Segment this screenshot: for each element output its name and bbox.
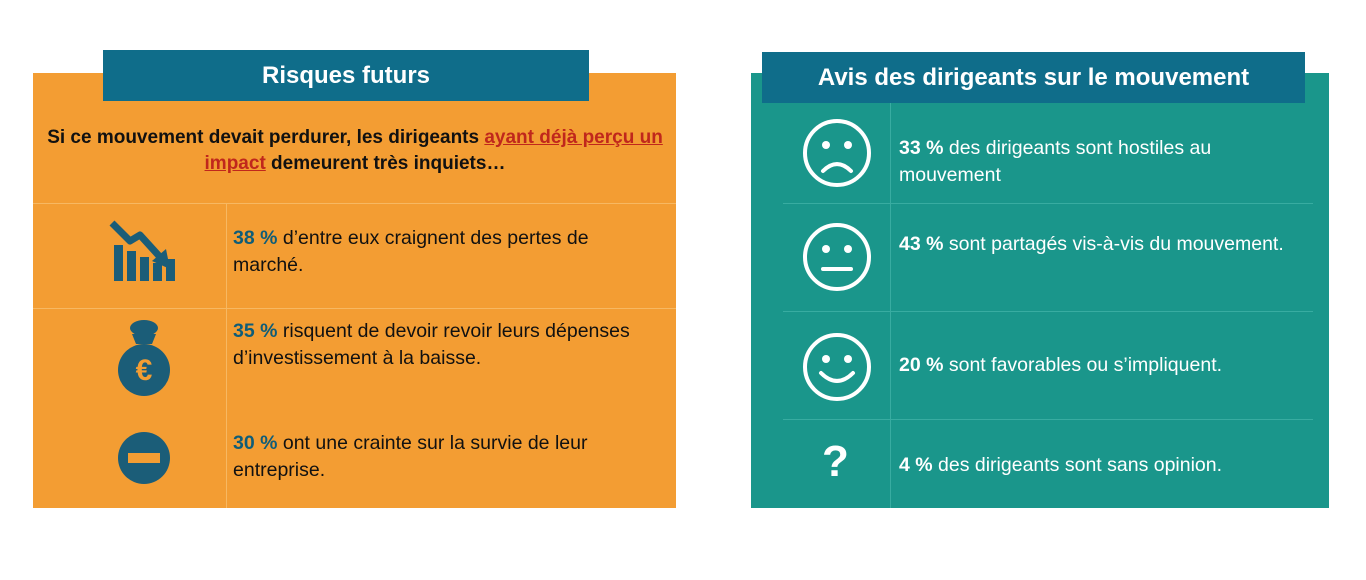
risk-text: 35 % risquent de devoir revoir leurs dép… [233, 320, 630, 369]
declining-chart-icon [108, 213, 178, 283]
risk-row: 38 % d’entre eux craignent des pertes de… [33, 203, 676, 308]
risk-text: 38 % d’entre eux craignent des pertes de… [233, 227, 589, 276]
opinion-row: 33 % des dirigeants sont hostiles au mou… [783, 103, 1313, 203]
opinion-row: ? 4 % des dirigeants sont sans opinion. [783, 419, 1313, 508]
opinion-title: Avis des dirigeants sur le mouvement [762, 52, 1305, 103]
opinion-row: 43 % sont partagés vis-à-vis du mouvemen… [783, 203, 1313, 311]
neutral-face-icon [801, 221, 873, 293]
opinion-text: 43 % sont partagés vis-à-vis du mouvemen… [899, 233, 1284, 255]
opinion-text: 33 % des dirigeants sont hostiles au mou… [899, 137, 1212, 186]
opinion-text: 20 % sont favorables ou s’impliquent. [899, 354, 1223, 376]
happy-face-icon [801, 331, 873, 403]
minus-circle-icon [108, 428, 178, 498]
intro-text-start: Si ce mouvement devait perdurer, les dir… [47, 127, 485, 148]
opinion-row: 20 % sont favorables ou s’impliquent. [783, 311, 1313, 419]
risk-row: € 35 % risquent de devoir revoir leurs d… [33, 308, 676, 416]
sad-face-icon [801, 117, 873, 189]
risks-title: Risques futurs [103, 50, 589, 101]
risk-text: 30 % ont une crainte sur la survie de le… [233, 432, 588, 481]
opinion-text: 4 % des dirigeants sont sans opinion. [899, 454, 1223, 476]
intro-text-end: demeurent très inquiets… [265, 153, 506, 174]
risk-row: 30 % ont une crainte sur la survie de le… [33, 416, 676, 508]
intro-highlight: ayant déjà perçu un impact [204, 127, 663, 174]
risks-intro: Si ce mouvement devait perdurer, les dir… [40, 125, 670, 177]
question-mark-icon: ? [822, 437, 849, 486]
svg-text:€: € [136, 354, 153, 387]
euro-money-bag-icon: € [108, 318, 178, 396]
